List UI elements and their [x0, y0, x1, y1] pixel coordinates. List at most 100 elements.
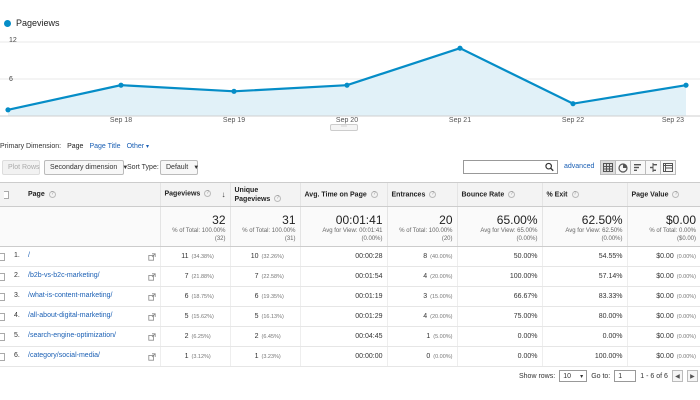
total-entrances: 20% of Total: 100.00% (20) [386, 206, 457, 247]
header-unique-pageviews[interactable]: Unique Pageviews? [229, 182, 300, 207]
row-checkbox[interactable] [0, 292, 5, 301]
data-point[interactable] [570, 101, 576, 107]
search-icon[interactable] [544, 162, 555, 172]
row-unique-pageviews: 2 (6.45%) [229, 326, 300, 347]
total-value: $0.00 [665, 213, 696, 227]
table-row: 3./what-is-content-marketing/6 (18.75%) 6(… [0, 286, 700, 307]
open-link-icon[interactable] [147, 293, 156, 301]
next-page-icon[interactable]: ▶ [686, 370, 698, 382]
open-link-icon[interactable] [147, 253, 156, 261]
comparison-view-icon[interactable] [645, 160, 661, 175]
open-link-icon[interactable] [147, 273, 156, 281]
cell-value: 00:01:19 [355, 293, 383, 300]
secondary-dimension-dropdown[interactable]: Secondary dimension ▼ [44, 160, 128, 175]
help-icon[interactable]: ? [672, 190, 680, 198]
row-checkbox[interactable] [0, 312, 5, 321]
chart-legend[interactable]: Pageviews [4, 18, 60, 28]
table-view-icon[interactable] [600, 160, 616, 175]
table-search-input[interactable] [463, 160, 558, 174]
row-checkbox-cell [0, 306, 10, 327]
open-link-icon[interactable] [147, 353, 156, 361]
cell-value: 4 [423, 313, 428, 320]
cell-value: 6 [184, 293, 189, 300]
header-avg-time[interactable]: Avg. Time on Page? [299, 182, 387, 207]
header-page-label: Page [28, 191, 45, 199]
cell-value: 66.67% [513, 293, 538, 300]
row-checkbox[interactable] [0, 332, 5, 341]
totals-blank [0, 206, 10, 247]
row-page-value: $0.00 (0.00%) [626, 346, 700, 367]
row-bounce-rate: 66.67% [456, 286, 542, 307]
cell-value: 00:01:29 [355, 313, 383, 320]
cell-percent: (5.00%) [433, 334, 453, 340]
dimension-other-dropdown[interactable]: Other ▾ [127, 143, 149, 150]
row-page-link[interactable]: /what-is-content-marketing/ [28, 292, 113, 299]
open-link-icon[interactable] [147, 333, 156, 341]
cell-value: 3 [423, 293, 428, 300]
help-icon[interactable]: ? [204, 190, 212, 197]
help-icon[interactable]: ? [429, 190, 437, 198]
row-page-link[interactable]: / [28, 252, 30, 259]
data-point[interactable] [457, 45, 463, 51]
header-entrances[interactable]: Entrances? [386, 182, 457, 207]
y-tick-label: 6 [9, 76, 13, 83]
row-pageviews: 11 (34.38%) [159, 246, 230, 267]
chevron-down-icon: ▾ [580, 373, 584, 380]
primary-dimension-bar: Primary Dimension: Page Page Title Other… [0, 143, 149, 150]
show-rows-select[interactable]: 10 ▾ [559, 370, 588, 382]
cell-value: 7 [254, 273, 259, 280]
performance-view-icon[interactable] [630, 160, 646, 175]
row-page-link[interactable]: /search-engine-optimization/ [28, 332, 116, 339]
advanced-filter-link[interactable]: advanced [564, 163, 595, 170]
row-number: 6. [14, 352, 20, 359]
table-row: 2./b2b-vs-b2c-marketing/7 (21.88%) 7 (22.58… [0, 266, 700, 287]
view-switcher [600, 160, 676, 175]
pie-chart-view-icon[interactable] [615, 160, 631, 175]
chevron-down-icon: ▾ [146, 144, 150, 150]
data-point[interactable] [118, 82, 124, 88]
help-icon[interactable]: ? [274, 195, 282, 203]
help-icon[interactable]: ? [370, 190, 378, 198]
row-checkbox-cell [0, 266, 10, 287]
goto-input[interactable]: 1 [614, 370, 637, 382]
row-checkbox[interactable] [0, 252, 5, 261]
data-point[interactable] [5, 107, 11, 113]
header-page-value[interactable]: Page Value? [626, 182, 700, 207]
header-bounce-rate[interactable]: Bounce Rate? [456, 182, 542, 207]
row-page-value: $0.00 (0.00%) [626, 286, 700, 307]
header-pageviews[interactable]: Pageviews? ↓ [159, 182, 230, 207]
pivot-view-icon[interactable] [660, 160, 676, 175]
prev-page-icon[interactable]: ◀ [671, 370, 683, 382]
data-point[interactable] [344, 82, 350, 88]
row-page-link[interactable]: /category/social-media/ [28, 352, 100, 359]
cell-value: 8 [423, 253, 428, 260]
cell-percent: (34.38%) [191, 254, 214, 260]
open-link-icon[interactable] [147, 313, 156, 321]
cell-percent: (40.00%) [430, 254, 453, 260]
cell-value: 1 [254, 353, 259, 360]
help-icon[interactable]: ? [508, 190, 516, 198]
row-page-link[interactable]: /b2b-vs-b2c-marketing/ [28, 272, 100, 279]
dimension-page-title-link[interactable]: Page Title [89, 143, 121, 150]
total-page-value: $0.00% of Total: 0.00% ($0.00) [626, 206, 700, 247]
chart-collapse-handle[interactable]: ⋯ [330, 124, 358, 131]
help-icon[interactable]: ? [571, 190, 579, 198]
data-point[interactable] [683, 82, 689, 88]
total-bounce-rate: 65.00% Avg for View: 65.00% (0.00%) [456, 206, 542, 247]
help-icon[interactable]: ? [48, 190, 56, 198]
sort-type-dropdown[interactable]: Default ▼ [160, 160, 199, 175]
row-entrances: 1 (5.00%) [386, 326, 457, 347]
cell-percent: (0.00%) [676, 314, 696, 320]
row-page-link[interactable]: /all-about-digital-marketing/ [28, 312, 113, 319]
header-page[interactable]: Page? [10, 182, 160, 207]
row-checkbox[interactable] [0, 272, 5, 281]
header-exit[interactable]: % Exit? [541, 182, 627, 207]
sort-desc-arrow-icon[interactable]: ↓ [221, 190, 226, 199]
cell-percent: (15.00%) [430, 294, 453, 300]
total-sub: (0.00%) [516, 236, 538, 242]
row-checkbox[interactable] [0, 352, 5, 361]
data-point[interactable] [231, 88, 237, 94]
plot-rows-button[interactable]: Plot Rows [2, 160, 40, 175]
select-all-checkbox[interactable] [4, 190, 9, 199]
row-unique-pageviews: 1 (3.23%) [229, 346, 300, 367]
